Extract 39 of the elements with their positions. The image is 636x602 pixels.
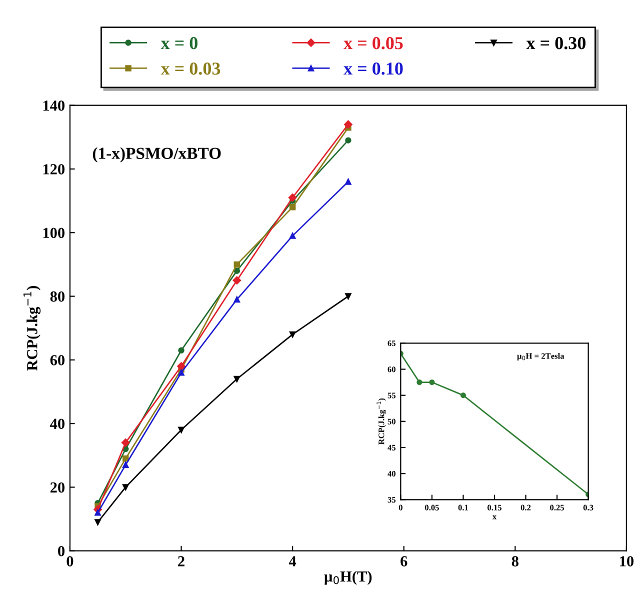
x-tick-label: 0.1 bbox=[458, 504, 468, 510]
x-axis-title: x bbox=[492, 515, 497, 520]
annotation: (1-x)PSMO/xBTO bbox=[92, 147, 221, 162]
y-axis-title: RCP(J.kg$^{−1}$) bbox=[24, 286, 41, 371]
x-tick-label: 0.15 bbox=[488, 504, 502, 510]
y-tick-label: 80 bbox=[50, 291, 65, 302]
y-tick-label: 100 bbox=[43, 228, 65, 238]
x-tick-label: 0.2 bbox=[520, 504, 531, 510]
x-tick-label: 0 bbox=[398, 504, 402, 510]
x-tick-label: 0.3 bbox=[583, 504, 594, 510]
y-tick-label: 40 bbox=[388, 470, 396, 477]
x-tick-label: 2 bbox=[178, 556, 184, 566]
y-tick-label: 0 bbox=[58, 546, 65, 556]
x-tick-label: 0.25 bbox=[550, 504, 564, 510]
y-tick-label: 50 bbox=[388, 418, 396, 424]
y-tick-label: 60 bbox=[388, 366, 396, 372]
legend-label: x = 0.10 bbox=[344, 62, 403, 75]
y-tick-label: 60 bbox=[50, 355, 65, 366]
annotation: μ$_{0}$H = 2Tesla bbox=[517, 352, 564, 361]
y-tick-label: 140 bbox=[43, 100, 65, 111]
legend-label: x = 0.30 bbox=[526, 37, 586, 50]
legend-label: x = 0.03 bbox=[160, 62, 220, 75]
y-tick-label: 55 bbox=[388, 392, 396, 398]
legend-label: x = 0 bbox=[160, 37, 198, 50]
y-tick-label: 120 bbox=[43, 164, 65, 174]
y-tick-label: 35 bbox=[388, 497, 396, 503]
x-tick-label: 0 bbox=[66, 556, 74, 566]
x-tick-label: 8 bbox=[512, 556, 518, 566]
x-tick-label: 6 bbox=[400, 556, 408, 566]
x-axis-title: μ$_{0}$H(T) bbox=[324, 570, 372, 585]
y-tick-label: 20 bbox=[50, 482, 65, 493]
y-tick-label: 65 bbox=[388, 340, 396, 346]
y-axis-title: RCP(J.kg$^{−1}$) bbox=[376, 398, 386, 445]
x-tick-label: 10 bbox=[620, 556, 634, 566]
x-tick-label: 0.05 bbox=[424, 504, 439, 510]
y-tick-label: 40 bbox=[50, 418, 65, 429]
legend-label: x = 0.05 bbox=[344, 37, 403, 50]
y-tick-label: 45 bbox=[388, 444, 396, 450]
x-tick-label: 4 bbox=[288, 556, 296, 566]
